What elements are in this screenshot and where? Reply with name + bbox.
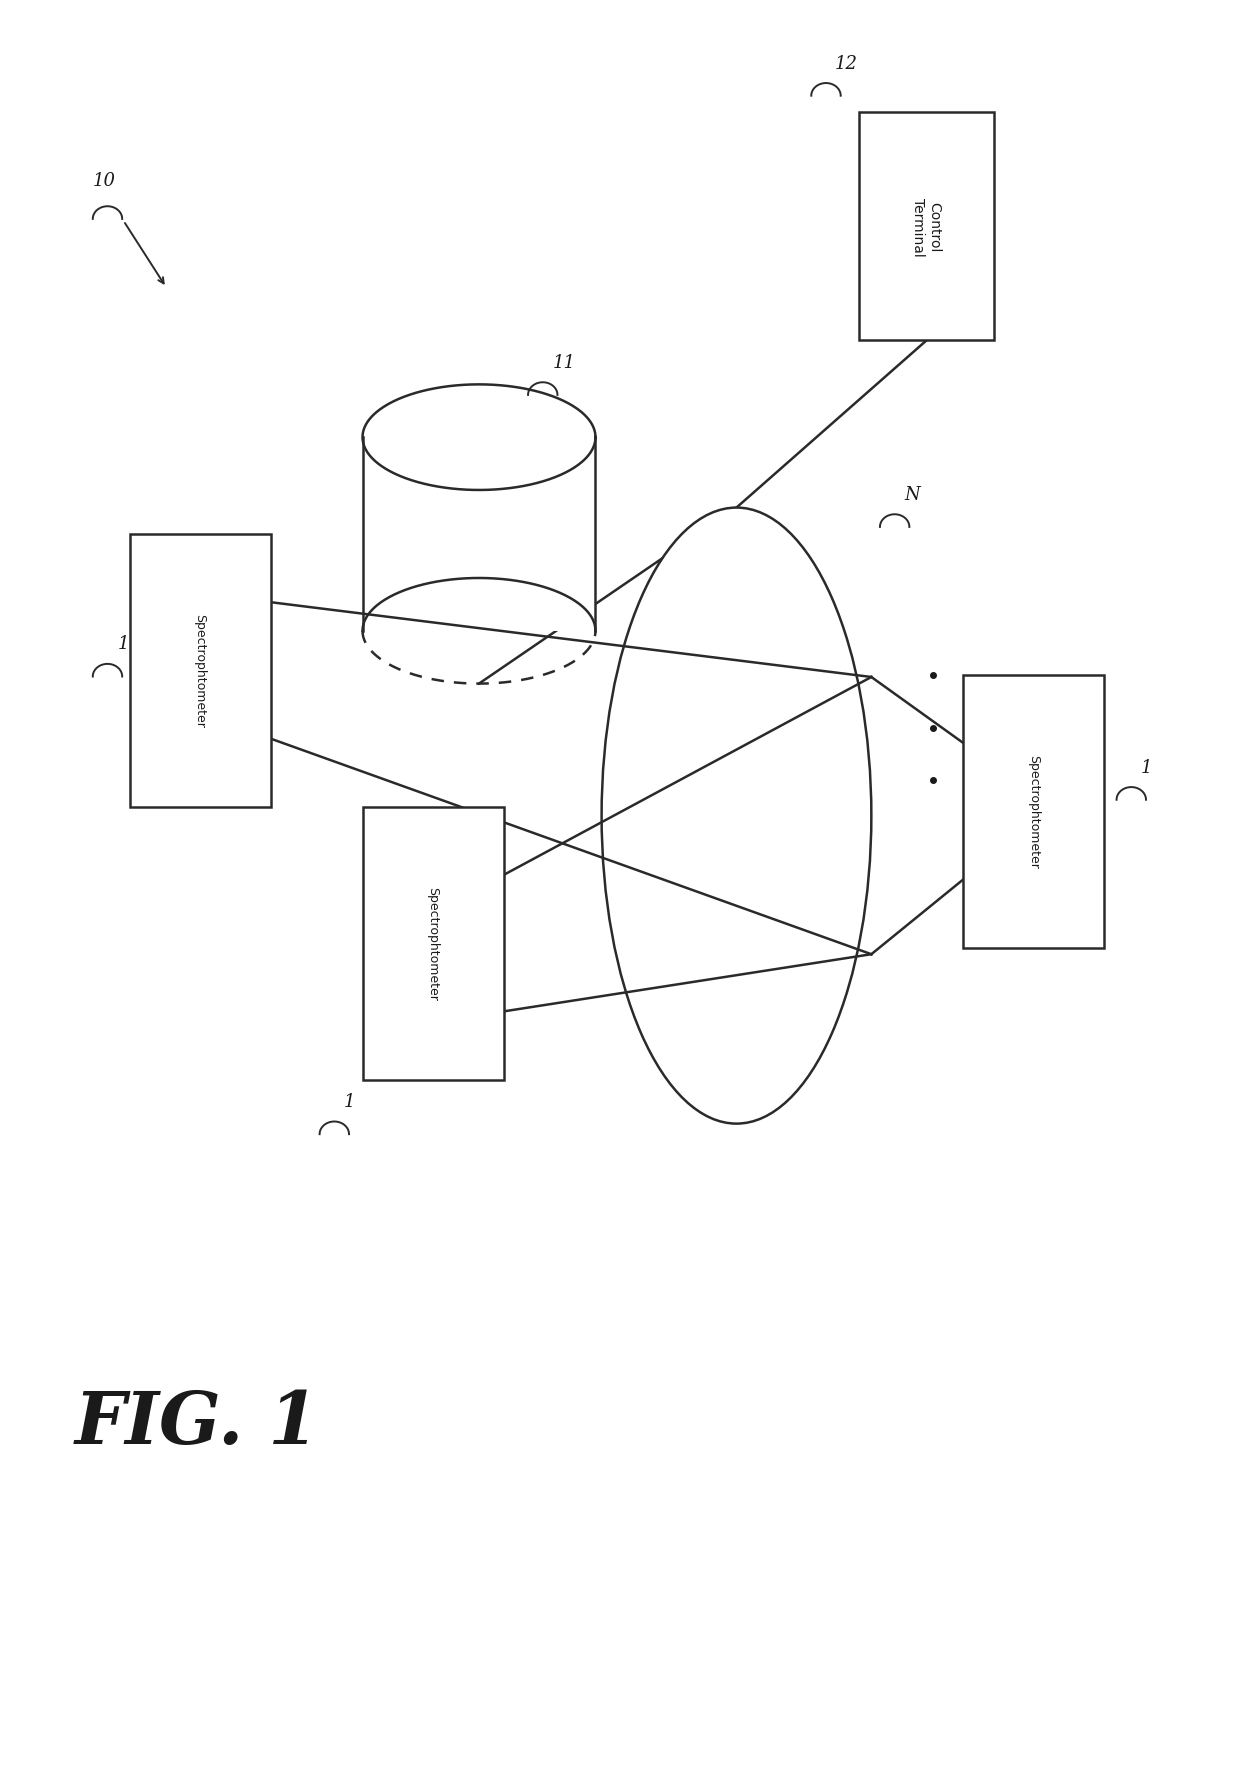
- FancyBboxPatch shape: [362, 807, 503, 1080]
- Text: 11: 11: [553, 353, 575, 372]
- Text: 12: 12: [835, 55, 858, 73]
- Text: 1: 1: [1141, 759, 1153, 777]
- Text: Spectrophtometer: Spectrophtometer: [1027, 755, 1040, 869]
- Text: 1: 1: [345, 1092, 356, 1110]
- Ellipse shape: [601, 509, 872, 1124]
- Text: FIG. 1: FIG. 1: [74, 1388, 319, 1459]
- Text: N: N: [904, 486, 920, 504]
- Text: Spectrophtometer: Spectrophtometer: [193, 613, 207, 729]
- FancyBboxPatch shape: [859, 112, 994, 340]
- Text: 1: 1: [118, 635, 129, 652]
- Text: Control
Terminal: Control Terminal: [911, 197, 941, 255]
- FancyBboxPatch shape: [362, 438, 595, 631]
- Text: 10: 10: [93, 172, 115, 190]
- FancyBboxPatch shape: [963, 676, 1105, 949]
- Text: Spectrophtometer: Spectrophtometer: [427, 886, 439, 1000]
- FancyBboxPatch shape: [129, 535, 270, 807]
